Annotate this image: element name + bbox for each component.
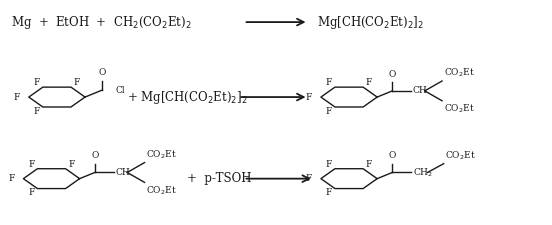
Text: O: O: [389, 70, 396, 79]
Text: F: F: [326, 107, 332, 116]
Text: Mg  +  EtOH  +  CH$_2$(CO$_2$Et)$_2$: Mg + EtOH + CH$_2$(CO$_2$Et)$_2$: [11, 14, 192, 31]
Text: CO$_2$Et: CO$_2$Et: [444, 103, 475, 115]
Text: F: F: [306, 92, 312, 101]
Text: + Mg[CH(CO$_2$Et)$_2$]$_2$: + Mg[CH(CO$_2$Et)$_2$]$_2$: [127, 89, 248, 106]
Text: F: F: [326, 79, 332, 88]
Text: O: O: [91, 151, 98, 160]
Text: F: F: [306, 174, 312, 183]
Text: CO$_2$Et: CO$_2$Et: [445, 149, 476, 162]
Text: F: F: [326, 160, 332, 169]
Text: CH: CH: [115, 168, 130, 177]
Text: F: F: [68, 160, 75, 169]
Text: F: F: [28, 160, 35, 169]
Text: F: F: [326, 188, 332, 197]
Text: O: O: [99, 68, 106, 77]
Text: F: F: [14, 92, 20, 101]
Text: F: F: [34, 107, 40, 116]
Text: F: F: [366, 79, 372, 88]
Text: Cl: Cl: [116, 86, 125, 94]
Text: CH: CH: [413, 86, 428, 95]
Text: Mg[CH(CO$_2$Et)$_2$]$_2$: Mg[CH(CO$_2$Et)$_2$]$_2$: [317, 14, 423, 31]
Text: F: F: [34, 79, 40, 88]
Text: CO$_2$Et: CO$_2$Et: [444, 67, 475, 79]
Text: F: F: [366, 160, 372, 169]
Text: CO$_2$Et: CO$_2$Et: [146, 148, 177, 161]
Text: O: O: [389, 151, 396, 160]
Text: F: F: [28, 188, 35, 197]
Text: CH$_2$: CH$_2$: [413, 166, 433, 179]
Text: +  p-TSOH: + p-TSOH: [187, 172, 251, 185]
Text: CO$_2$Et: CO$_2$Et: [146, 184, 177, 197]
Text: F: F: [74, 79, 80, 88]
Text: F: F: [8, 174, 15, 183]
